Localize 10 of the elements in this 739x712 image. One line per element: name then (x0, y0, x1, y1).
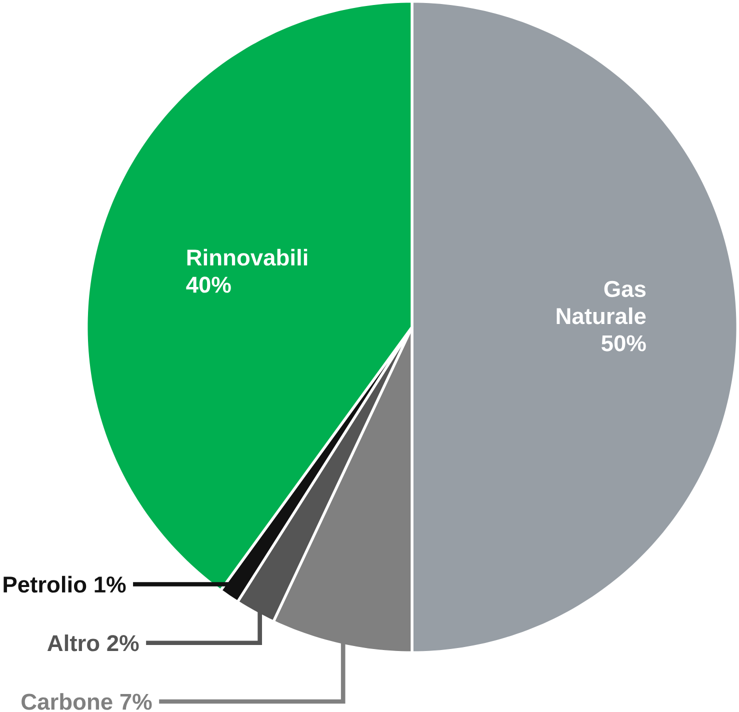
data-label: 2% (107, 635, 139, 652)
data-label: 1% (94, 576, 126, 593)
slice-label: Altro (47, 634, 100, 652)
slice-label: Petrolio (4, 576, 86, 593)
slice-label: Gas Naturale (556, 280, 646, 324)
slice-label: Carbone (22, 693, 112, 710)
slice-label: Rinnovabili (187, 248, 308, 266)
data-label: 50% (602, 335, 646, 352)
data-label: 7% (120, 694, 152, 710)
data-label: 40% (186, 276, 231, 293)
